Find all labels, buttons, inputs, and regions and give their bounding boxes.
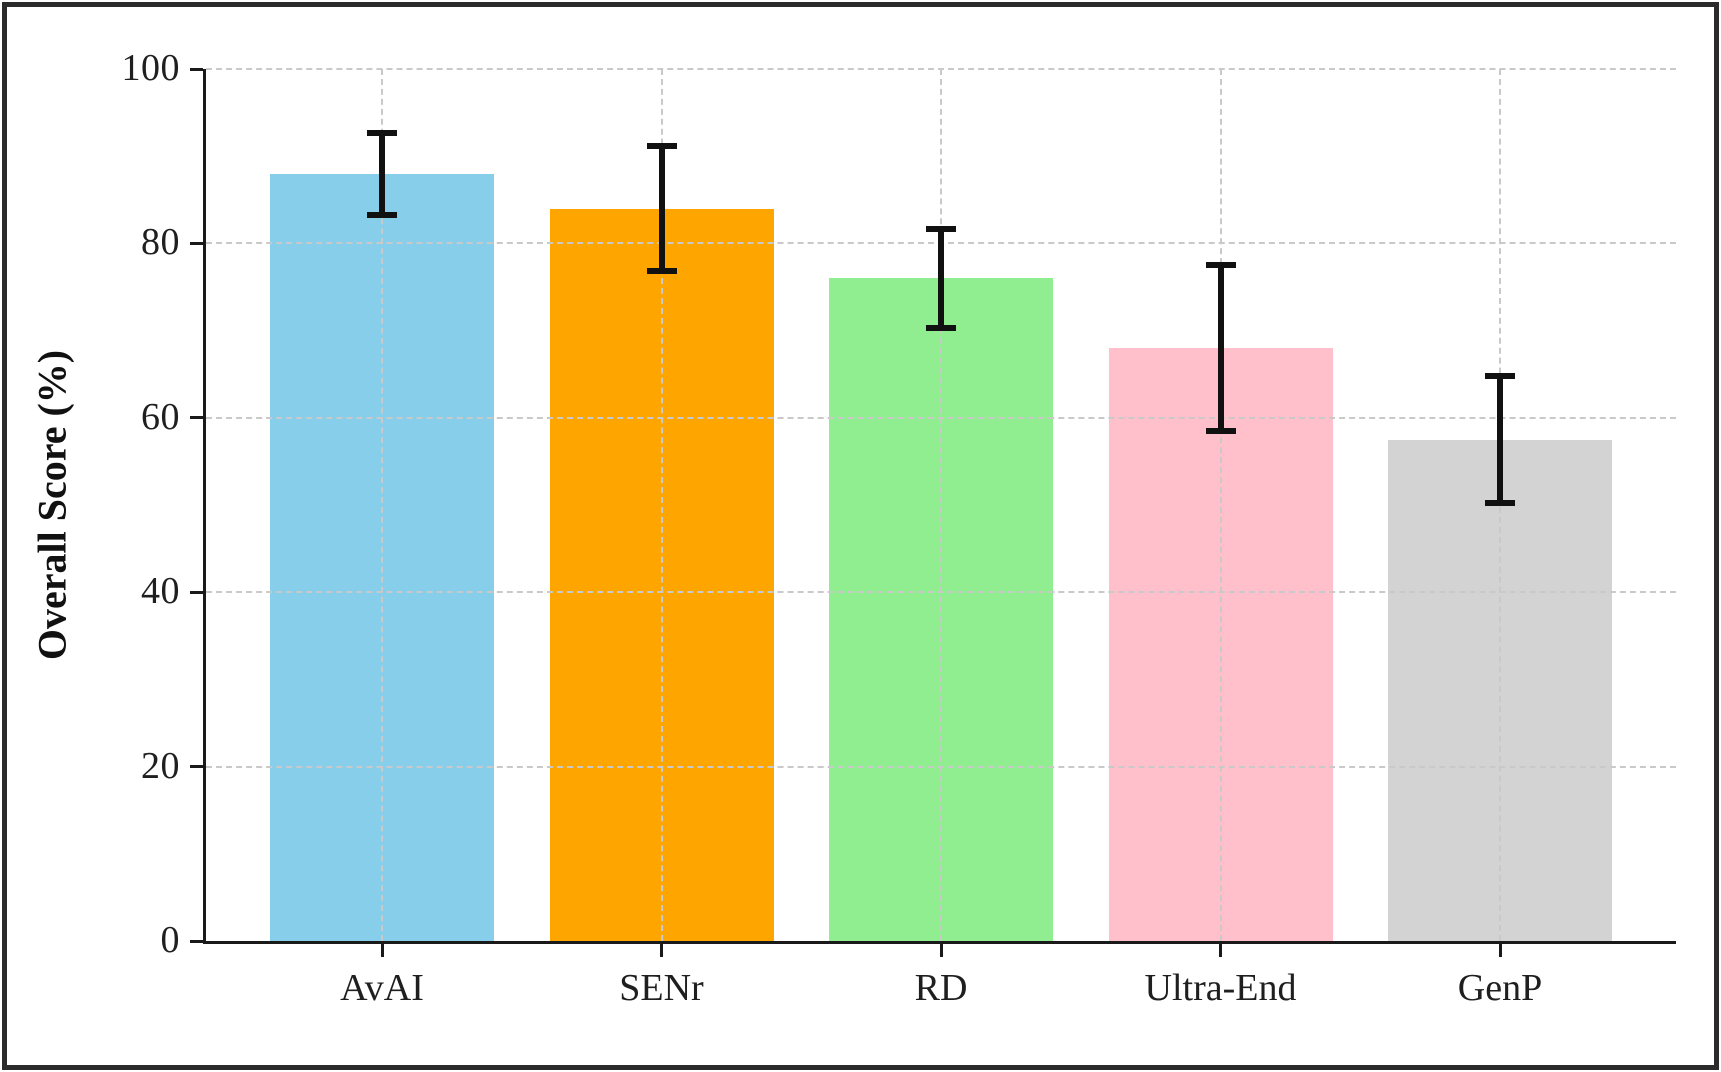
error-bar-cap-bottom <box>367 211 397 218</box>
error-bar-cap-bottom <box>926 324 956 331</box>
x-axis-tick <box>380 944 384 957</box>
error-bar-cap-top <box>1485 372 1515 379</box>
y-tick-label: 80 <box>141 221 180 264</box>
y-axis-tick <box>190 939 203 943</box>
gridline-vertical <box>660 69 663 941</box>
x-axis-tick <box>1498 944 1502 957</box>
error-bar-cap-bottom <box>1205 427 1236 434</box>
y-tick-label: 0 <box>160 919 180 962</box>
error-bar-line <box>379 132 385 215</box>
error-bar-cap-top <box>646 142 677 149</box>
y-tick-label: 100 <box>121 47 180 90</box>
y-axis-tick <box>190 765 203 769</box>
error-bar-line <box>938 228 944 328</box>
error-bar-line <box>658 145 665 272</box>
error-bar-cap-bottom <box>1485 500 1515 507</box>
x-tick-label-rd: RD <box>914 967 968 1009</box>
error-bar-cap-top <box>367 129 397 136</box>
x-tick-label-senr: SENr <box>619 967 704 1009</box>
x-axis-spine <box>203 941 1676 944</box>
y-axis-spine <box>203 69 206 944</box>
y-axis-tick <box>190 67 203 71</box>
y-tick-label: 60 <box>141 395 180 438</box>
x-tick-label-ultra-end: Ultra-End <box>1144 967 1297 1009</box>
error-bar-cap-top <box>1205 262 1236 269</box>
error-bar-cap-top <box>926 225 956 232</box>
gridline-vertical <box>940 69 942 941</box>
gridline-vertical <box>1219 69 1222 941</box>
x-tick-label-genp: GenP <box>1457 967 1543 1009</box>
y-tick-label: 40 <box>141 570 180 613</box>
error-bar-line <box>1217 265 1224 431</box>
y-axis-tick <box>190 241 203 245</box>
y-axis-tick <box>190 416 203 420</box>
x-axis-tick <box>939 944 943 957</box>
gridline-vertical <box>381 69 383 941</box>
x-axis-tick <box>660 944 663 957</box>
y-axis-tick <box>190 590 203 594</box>
y-tick-label: 20 <box>141 744 180 787</box>
x-tick-label-avai: AvAI <box>340 967 424 1009</box>
error-bar-cap-bottom <box>646 268 677 275</box>
x-axis-tick <box>1219 944 1222 957</box>
error-bar-line <box>1497 375 1503 504</box>
